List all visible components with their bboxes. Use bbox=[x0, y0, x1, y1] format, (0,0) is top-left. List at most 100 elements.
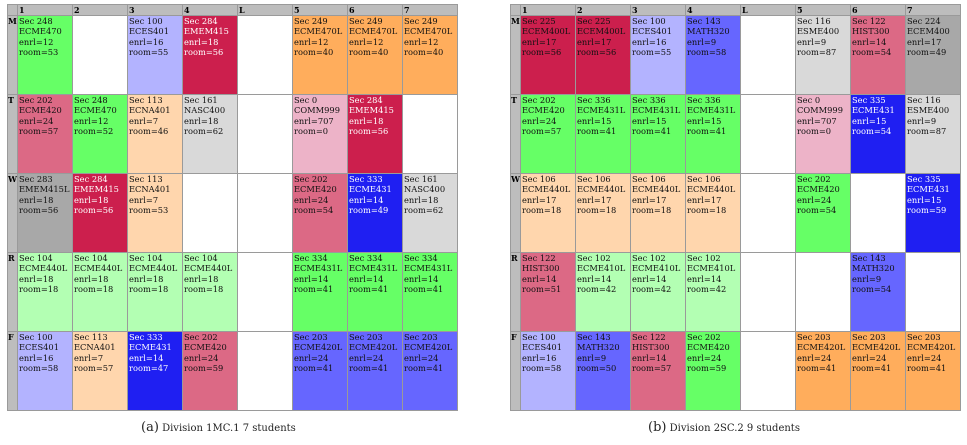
period-header-l: L bbox=[237, 4, 293, 16]
course-slot: Sec 334 ECME431L enrl=14 room=41 bbox=[347, 252, 403, 332]
course-slot: Sec 0 COMM999 enrl=707 room=0 bbox=[292, 94, 348, 174]
room-number: room=62 bbox=[404, 205, 444, 216]
enrollment-count: enrl=14 bbox=[852, 36, 887, 47]
room-number: room=87 bbox=[797, 47, 837, 58]
room-number: room=52 bbox=[74, 126, 114, 137]
room-number: room=54 bbox=[797, 205, 837, 216]
period-header-6: 6 bbox=[850, 4, 906, 16]
timetable-panel-1mc1: 1 2 3 4 L 5 6 7 M Sec 248 ECME470 enrl=12 room=53 Sec… bbox=[7, 4, 458, 435]
room-number: room=41 bbox=[907, 363, 947, 374]
room-number: room=41 bbox=[294, 363, 334, 374]
room-number: room=49 bbox=[907, 47, 947, 58]
room-number: room=57 bbox=[632, 363, 672, 374]
enrollment-count: enrl=16 bbox=[632, 36, 667, 47]
section-number: Sec 336 bbox=[687, 95, 721, 106]
enrollment-count: enrl=16 bbox=[19, 352, 54, 363]
section-number: Sec 225 bbox=[577, 16, 611, 27]
section-number: Sec 335 bbox=[852, 95, 886, 106]
enrollment-count: enrl=18 bbox=[74, 273, 109, 284]
caption-text: Division 1MC.1 7 students bbox=[162, 423, 296, 434]
room-number: room=55 bbox=[632, 47, 672, 58]
course-code: ECME440L bbox=[687, 184, 736, 195]
course-slot: Sec 106 ECME440L enrl=17 room=18 bbox=[685, 173, 741, 253]
section-number: Sec 143 bbox=[577, 332, 611, 343]
course-slot: Sec 161 NASC400 enrl=18 room=62 bbox=[182, 94, 238, 174]
course-code: MATH320 bbox=[577, 342, 620, 353]
course-slot: Sec 100 ECES401 enrl=16 room=58 bbox=[17, 331, 73, 411]
section-number: Sec 202 bbox=[19, 95, 53, 106]
section-number: Sec 249 bbox=[294, 16, 328, 27]
room-number: room=49 bbox=[349, 205, 389, 216]
room-number: room=54 bbox=[852, 126, 892, 137]
period-header-l: L bbox=[740, 4, 796, 16]
course-slot: Sec 284 EMEM415 enrl=18 room=56 bbox=[182, 15, 238, 95]
day-row: W Sec 106 ECME440L enrl=17 room=18 Sec 106 ECM… bbox=[510, 173, 961, 253]
section-number: Sec 106 bbox=[577, 174, 611, 185]
period-header-2: 2 bbox=[72, 4, 128, 16]
section-number: Sec 249 bbox=[404, 16, 438, 27]
room-number: room=0 bbox=[294, 126, 329, 137]
day-row: T Sec 202 ECME420 enrl=24 room=57 Sec 336 ECME… bbox=[510, 94, 961, 174]
course-code: ECME440L bbox=[577, 184, 626, 195]
course-code: ECEM400L bbox=[577, 26, 626, 37]
course-code: ECME431 bbox=[129, 342, 172, 353]
course-slot: Sec 202 ECME420 enrl=24 room=54 bbox=[795, 173, 851, 253]
room-number: room=40 bbox=[294, 47, 334, 58]
room-number: room=42 bbox=[577, 284, 617, 295]
section-number: Sec 248 bbox=[19, 16, 53, 27]
section-number: Sec 100 bbox=[632, 16, 666, 27]
period-header-4: 4 bbox=[182, 4, 238, 16]
enrollment-count: enrl=7 bbox=[74, 352, 104, 363]
timetable-grid: 1 2 3 4 L 5 6 7 M Sec 225 ECEM400L enrl=17 room=56 Se… bbox=[510, 4, 961, 411]
empty-slot bbox=[740, 331, 796, 411]
section-number: Sec 100 bbox=[19, 332, 53, 343]
course-code: ECME440L bbox=[522, 184, 571, 195]
empty-slot bbox=[237, 252, 293, 332]
course-code: ECEM400L bbox=[522, 26, 571, 37]
room-number: room=18 bbox=[577, 205, 617, 216]
empty-slot bbox=[72, 15, 128, 95]
course-code: ECME410L bbox=[632, 263, 681, 274]
section-number: Sec 102 bbox=[632, 253, 666, 264]
room-number: room=18 bbox=[129, 284, 169, 295]
course-slot: Sec 249 ECME470L enrl=12 room=40 bbox=[292, 15, 348, 95]
enrollment-count: enrl=24 bbox=[19, 115, 54, 126]
day-row: R Sec 104 ECME440L enrl=18 room=18 Sec 104 ECM… bbox=[7, 252, 458, 332]
timetable: 1 2 3 4 L 5 6 7 M Sec 225 ECEM400L enrl=17 room=56 Se… bbox=[510, 4, 961, 411]
room-number: room=18 bbox=[522, 205, 562, 216]
course-slot: Sec 116 ESME400 enrl=9 room=87 bbox=[905, 94, 961, 174]
room-number: room=42 bbox=[687, 284, 727, 295]
course-code: ECME470L bbox=[404, 26, 453, 37]
section-number: Sec 284 bbox=[74, 174, 108, 185]
course-slot: Sec 202 ECME420 enrl=24 room=54 bbox=[292, 173, 348, 253]
empty-slot bbox=[237, 331, 293, 411]
enrollment-count: enrl=18 bbox=[184, 36, 219, 47]
course-code: ECES401 bbox=[632, 26, 672, 37]
course-slot: Sec 122 HIST300 enrl=14 room=57 bbox=[630, 331, 686, 411]
course-slot: Sec 0 COMM999 enrl=707 room=0 bbox=[795, 94, 851, 174]
room-number: room=54 bbox=[852, 47, 892, 58]
course-code: ECME420 bbox=[184, 342, 227, 353]
course-slot: Sec 225 ECEM400L enrl=17 room=56 bbox=[520, 15, 576, 95]
section-number: Sec 202 bbox=[687, 332, 721, 343]
course-slot: Sec 104 ECME440L enrl=18 room=18 bbox=[72, 252, 128, 332]
section-number: Sec 284 bbox=[184, 16, 218, 27]
section-number: Sec 224 bbox=[907, 16, 941, 27]
course-slot: Sec 102 ECME410L enrl=14 room=42 bbox=[630, 252, 686, 332]
course-code: MATH320 bbox=[687, 26, 730, 37]
period-header-5: 5 bbox=[292, 4, 348, 16]
room-number: room=56 bbox=[19, 205, 59, 216]
enrollment-count: enrl=14 bbox=[294, 273, 329, 284]
course-slot: Sec 102 ECME410L enrl=14 room=42 bbox=[575, 252, 631, 332]
enrollment-count: enrl=24 bbox=[522, 115, 557, 126]
room-number: room=55 bbox=[129, 47, 169, 58]
enrollment-count: enrl=18 bbox=[349, 115, 384, 126]
course-code: ECME431 bbox=[907, 184, 950, 195]
course-code: ECEM400 bbox=[907, 26, 950, 37]
course-code: ECME420L bbox=[349, 342, 398, 353]
enrollment-count: enrl=12 bbox=[349, 36, 384, 47]
course-code: ECME420 bbox=[522, 105, 565, 116]
section-number: Sec 335 bbox=[907, 174, 941, 185]
room-number: room=53 bbox=[129, 205, 169, 216]
room-number: room=59 bbox=[687, 363, 727, 374]
